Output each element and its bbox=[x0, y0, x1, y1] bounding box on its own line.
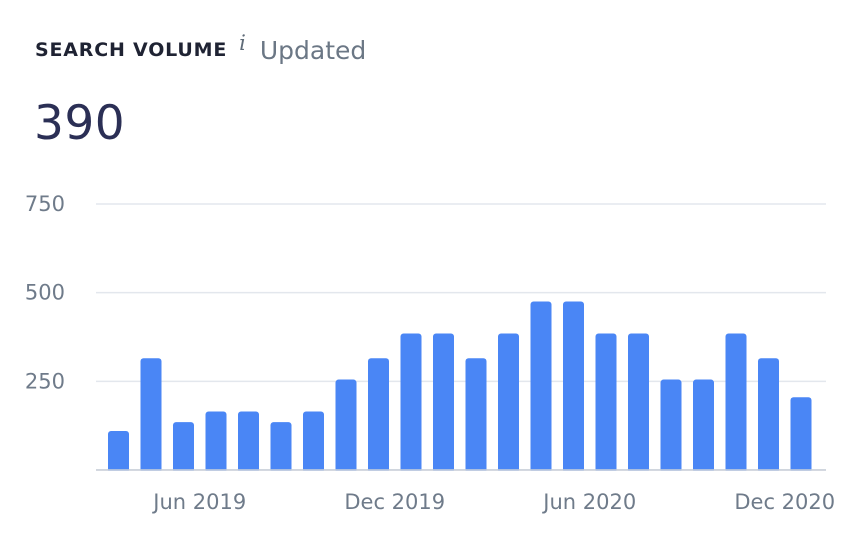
bar[interactable] bbox=[238, 411, 259, 473]
search-volume-label: SEARCH VOLUME bbox=[35, 39, 228, 61]
bars bbox=[0, 301, 850, 475]
y-tick-label: 750 bbox=[25, 192, 65, 216]
bar[interactable] bbox=[205, 411, 227, 473]
bar[interactable] bbox=[303, 411, 324, 473]
bar[interactable] bbox=[108, 430, 129, 473]
y-axis-ticks: 250 500 750 bbox=[25, 192, 65, 393]
search-volume-value: 390 bbox=[34, 96, 126, 151]
bar[interactable] bbox=[660, 379, 682, 473]
x-axis-ticks: Jun 2019 Dec 2019 Jun 2020 Dec 2020 bbox=[151, 490, 835, 514]
x-tick-label: Dec 2019 bbox=[344, 490, 445, 514]
bar[interactable] bbox=[725, 333, 747, 473]
bar[interactable] bbox=[173, 422, 194, 473]
x-tick-label: Jun 2020 bbox=[541, 490, 636, 514]
bar[interactable] bbox=[595, 333, 617, 473]
bar[interactable] bbox=[270, 422, 292, 473]
bar[interactable] bbox=[498, 333, 519, 473]
bar[interactable] bbox=[563, 301, 584, 473]
updated-label: Updated bbox=[259, 35, 367, 65]
y-tick-label: 500 bbox=[25, 281, 65, 305]
bar[interactable] bbox=[335, 379, 357, 473]
chart-header: SEARCH VOLUME i Updated bbox=[35, 30, 366, 70]
info-icon[interactable]: i bbox=[239, 31, 246, 55]
y-tick-label: 250 bbox=[25, 369, 65, 393]
bar[interactable] bbox=[368, 358, 389, 473]
baseline-mask bbox=[0, 470, 850, 475]
x-tick-label: Dec 2020 bbox=[734, 490, 835, 514]
bar[interactable] bbox=[140, 358, 162, 473]
bar[interactable] bbox=[693, 379, 714, 473]
x-tick-label: Jun 2019 bbox=[151, 490, 246, 514]
bar[interactable] bbox=[628, 333, 649, 473]
bar[interactable] bbox=[758, 358, 779, 473]
bar[interactable] bbox=[790, 397, 812, 473]
bar[interactable] bbox=[530, 301, 552, 473]
bar[interactable] bbox=[400, 333, 422, 473]
bar[interactable] bbox=[465, 358, 487, 473]
bar[interactable] bbox=[433, 333, 454, 473]
